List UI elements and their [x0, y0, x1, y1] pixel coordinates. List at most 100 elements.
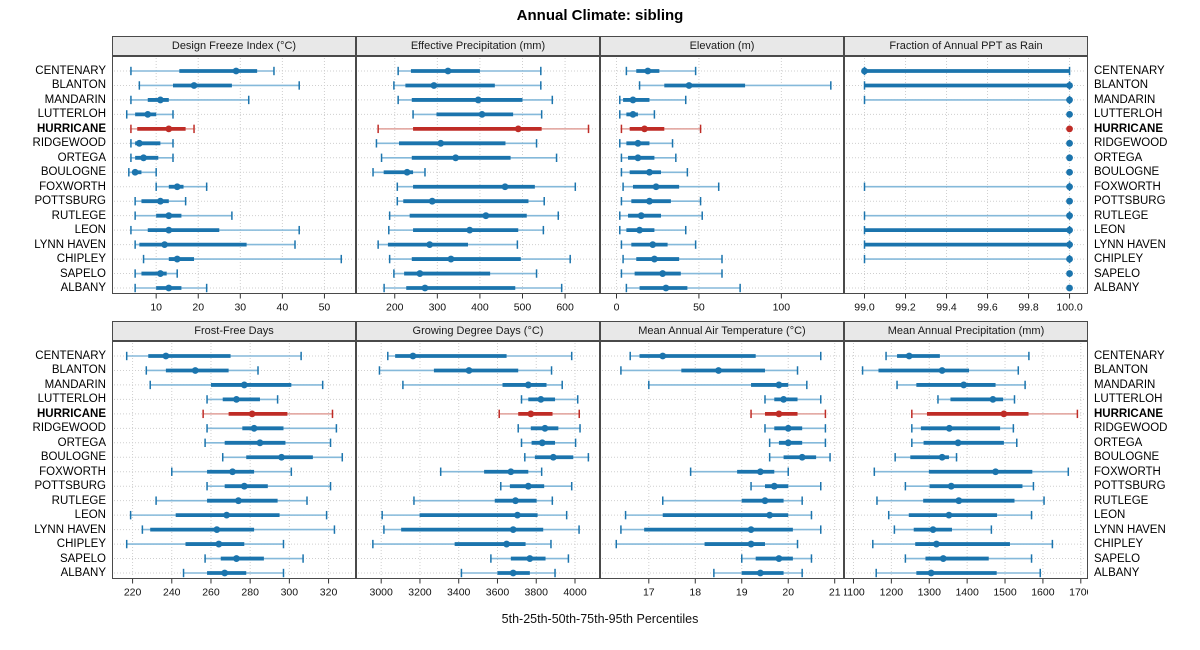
panel-header-frost-free-days: Frost-Free Days [112, 321, 356, 341]
percentile-glyph-centenary [397, 66, 542, 76]
median-dot-chipley [933, 540, 940, 548]
median-dot-lutterloh [989, 396, 997, 403]
tick-label: 300 [429, 302, 447, 314]
median-dot-blanton [465, 367, 473, 374]
tick-label: 1300 [918, 587, 942, 599]
station-label-ortega: ORTEGA [1094, 151, 1143, 164]
percentile-glyph-lynn-haven [893, 525, 993, 534]
panel-border [356, 56, 600, 294]
median-dot-mandarin [474, 96, 482, 104]
percentile-glyph-chipley [142, 254, 343, 264]
percentile-glyph-boulogne [620, 168, 689, 177]
median-dot-foxworth [992, 468, 999, 476]
station-label-ridgewood: RIDGEWOOD [1094, 422, 1168, 435]
station-label-boulogne: BOULOGNE [1094, 166, 1160, 179]
station-label-rutlege: RUTLEGE [1094, 209, 1149, 222]
median-dot-boulogne [403, 168, 411, 176]
station-label-pottsburg: POTTSBURG [34, 480, 106, 493]
percentile-glyph-sapelo [741, 554, 813, 563]
percentile-glyph-albany [713, 568, 803, 578]
panel-border [112, 56, 356, 294]
percentile-glyph-ridgewood [130, 139, 174, 148]
percentile-glyph-pottsburg [206, 482, 332, 491]
percentile-glyph-blanton [378, 366, 553, 375]
station-label-boulogne: BOULOGNE [40, 451, 106, 464]
tick-label: 3000 [370, 587, 394, 599]
percentile-glyph-foxworth [863, 182, 1073, 191]
median-dot-centenary [409, 352, 417, 360]
percentile-glyph-boulogne [894, 453, 958, 462]
median-dot-foxworth [756, 468, 764, 476]
percentile-glyph-blanton [393, 81, 542, 90]
percentile-glyph-sapelo [904, 554, 1033, 563]
median-dot-leon [514, 511, 521, 519]
median-dot-blanton [190, 82, 198, 89]
x-axis: 0 50 100 [614, 294, 790, 314]
station-label-rutlege: RUTLEGE [51, 209, 106, 222]
x-axis-label: 5th-25th-50th-75th-95th Percentiles [501, 612, 699, 626]
gridlines [358, 58, 598, 292]
station-label-lynn-haven: LYNN HAVEN [1094, 523, 1166, 536]
median-dot-blanton [938, 367, 946, 374]
percentile-glyph-ridgewood [375, 139, 538, 148]
percentile-glyph-lutterloh [937, 395, 1016, 404]
tick-label: 1100 [844, 587, 865, 599]
percentile-glyph-boulogne [1066, 168, 1073, 176]
percentile-glyph-ortega [130, 153, 174, 163]
tick-label: 21 [829, 587, 841, 599]
percentile-glyph-leon [887, 510, 1033, 520]
percentile-glyph-sapelo [204, 554, 304, 563]
percentile-glyph-centenary [885, 351, 1030, 361]
tick-label: 50 [319, 302, 331, 314]
tick-label: 18 [689, 587, 701, 599]
percentile-glyph-lynn-haven [134, 240, 296, 249]
station-label-blanton: BLANTON [1094, 79, 1149, 92]
panel-border [600, 56, 844, 294]
median-dot-albany [221, 569, 229, 577]
median-dot-albany [927, 569, 935, 577]
median-dot-rutlege [761, 497, 769, 505]
median-dot-lutterloh [629, 111, 637, 118]
station-label-ortega: ORTEGA [57, 436, 106, 449]
station-label-chipley: CHIPLEY [56, 253, 106, 266]
percentile-glyph-ridgewood [619, 139, 674, 148]
station-label-centenary: CENTENARY [35, 350, 106, 362]
tick-label: 600 [556, 302, 574, 314]
median-dot-centenary [659, 352, 667, 360]
median-dot-boulogne [646, 168, 653, 176]
tick-label: 19 [736, 587, 748, 599]
median-dot-sapelo [233, 555, 240, 562]
percentile-glyph-lynn-haven [863, 240, 1073, 249]
station-label-foxworth: FOXWORTH [39, 465, 106, 478]
percentile-glyph-mandarin [896, 380, 1026, 390]
percentile-glyph-centenary [625, 66, 697, 76]
station-label-leon: LEON [1094, 509, 1126, 522]
median-dot-lutterloh [144, 111, 152, 118]
percentile-glyph-blanton [138, 81, 300, 90]
percentile-glyph-hurricane [1066, 125, 1073, 133]
station-label-rutlege: RUTLEGE [51, 494, 106, 507]
median-dot-chipley [747, 540, 755, 548]
percentile-glyph-ridgewood [764, 424, 827, 433]
percentile-glyph-rutlege [876, 496, 1045, 505]
median-dot-ortega [140, 154, 147, 162]
station-label-boulogne: BOULOGNE [40, 166, 106, 179]
station-label-leon: LEON [74, 509, 106, 522]
tick-label: 3200 [408, 587, 432, 599]
median-dot-albany [662, 284, 670, 292]
percentile-glyph-lynn-haven [620, 240, 697, 249]
tick-label: 99.4 [936, 302, 957, 314]
median-dot-lutterloh [478, 111, 486, 118]
median-dot-ridgewood [945, 424, 953, 432]
median-dot-sapelo [416, 270, 424, 277]
percentile-glyph-blanton [638, 81, 832, 90]
median-dot-pottsburg [524, 482, 532, 490]
median-dot-blanton [191, 367, 199, 374]
percentile-glyph-pottsburg [1066, 197, 1073, 205]
percentile-glyph-leon [624, 510, 813, 520]
tick-label: 30 [234, 302, 246, 314]
percentile-glyph-lutterloh [206, 395, 279, 404]
percentile-glyph-leon [388, 225, 545, 235]
station-label-pottsburg: POTTSBURG [1094, 480, 1166, 493]
percentile-glyph-hurricane [377, 124, 590, 134]
